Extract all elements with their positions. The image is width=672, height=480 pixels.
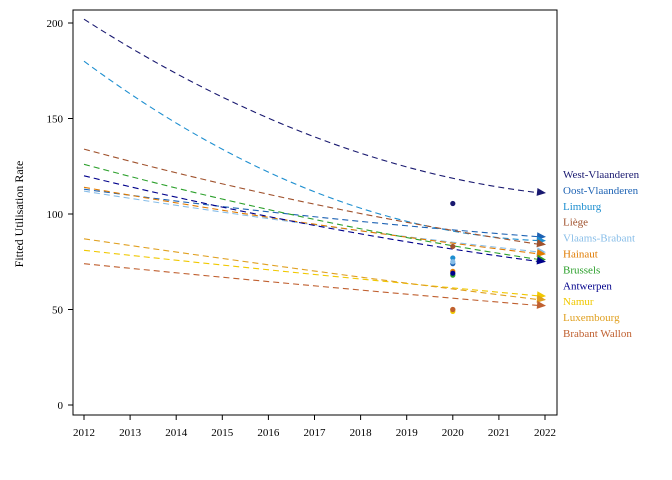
series-line	[83, 148, 542, 246]
legend-entry: Hainaut	[563, 249, 598, 261]
series-layer	[83, 18, 546, 309]
legend-entry: Brussels	[563, 264, 600, 276]
series-arrowhead	[536, 256, 546, 265]
series-line	[83, 238, 542, 301]
data-point	[450, 255, 456, 261]
y-tick-label: 50	[52, 305, 64, 317]
x-tick-label: 2012	[73, 427, 95, 439]
data-point	[450, 200, 456, 207]
series-line	[83, 186, 542, 255]
y-axis: 0 50 100 150 200	[47, 18, 73, 412]
y-tick-label: 150	[47, 114, 64, 126]
series-line	[83, 249, 542, 297]
data-point	[450, 270, 456, 276]
points-layer	[450, 200, 456, 315]
x-tick-label: 2019	[396, 427, 419, 439]
y-axis-title: Fitted Utilisation Rate	[12, 161, 26, 268]
legend-entry: Oost-Vlaanderen	[563, 185, 639, 197]
legend-entry: Antwerpen	[563, 280, 612, 292]
data-point	[450, 306, 456, 313]
series-line	[83, 175, 542, 263]
x-tick-label: 2022	[534, 427, 556, 439]
y-tick-label: 200	[47, 18, 64, 30]
data-point	[450, 259, 456, 265]
x-tick-label: 2020	[442, 427, 465, 439]
y-tick-label: 100	[47, 209, 64, 221]
y-tick-label: 0	[58, 400, 64, 412]
series-line	[83, 263, 542, 307]
series-arrowhead	[536, 239, 546, 248]
series-line	[83, 18, 542, 194]
x-tick-label: 2016	[257, 427, 280, 439]
series-arrowhead	[536, 188, 546, 196]
legend-entry: Namur	[563, 296, 594, 308]
legend-entry: Brabant Wallon	[563, 328, 632, 340]
data-point	[450, 243, 456, 250]
series-arrowhead	[536, 249, 546, 257]
x-tick-label: 2018	[350, 427, 373, 439]
x-tick-label: 2021	[488, 427, 510, 439]
series-arrowhead	[536, 300, 546, 309]
legend: West-Vlaanderen Oost-Vlaanderen Limburg Liè…	[563, 169, 640, 340]
legend-entry: Luxembourg	[563, 312, 620, 324]
series-arrowhead	[536, 294, 546, 303]
legend-entry: Vlaams-Brabant	[563, 233, 635, 245]
x-tick-label: 2017	[304, 427, 327, 439]
legend-entry: Limburg	[563, 201, 602, 213]
legend-entry: West-Vlaanderen	[563, 169, 640, 181]
x-tick-label: 2013	[119, 427, 142, 439]
x-tick-label: 2014	[165, 427, 188, 439]
series-line	[83, 188, 542, 238]
x-tick-label: 2015	[211, 427, 234, 439]
series-line	[83, 163, 542, 261]
legend-entry: Liège	[563, 217, 588, 229]
x-axis: 2012 2013 2014 2015 2016 2017 2018 2019 2020 2021…	[73, 415, 556, 439]
